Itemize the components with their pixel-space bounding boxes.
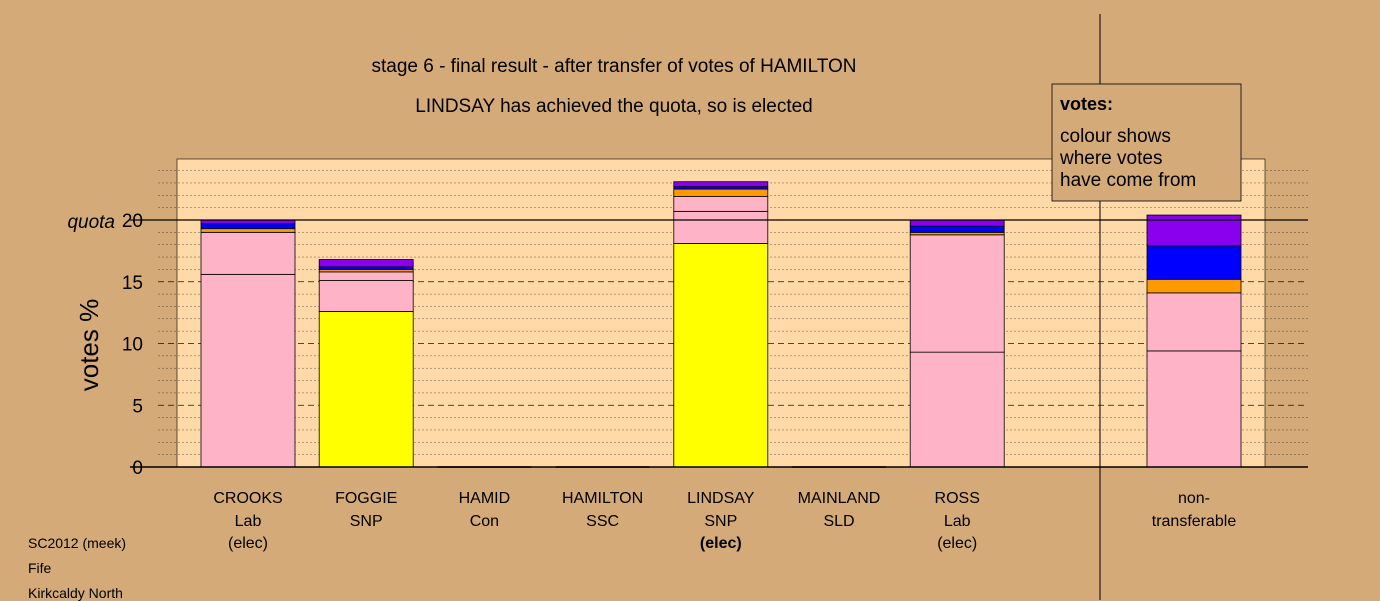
candidate-name-crooks: CROOKS: [213, 490, 282, 507]
candidate-name-lindsay: LINDSAY: [687, 490, 755, 507]
y-tick-label: 5: [132, 396, 143, 417]
bar-ross-segment: [909, 351, 1005, 468]
candidate-party-ross: Lab: [944, 513, 971, 530]
bar-foggie-segment: [318, 259, 414, 268]
candidate-status-crooks: (elec): [228, 535, 268, 552]
bar-crooks-segment: [200, 231, 296, 275]
candidate-name-hamid: HAMID: [459, 490, 511, 507]
candidate-party-crooks: Lab: [235, 513, 262, 530]
candidate-status-lindsay: (elec): [700, 535, 742, 552]
y-tick-label: 0: [132, 458, 143, 479]
y-tick-label: 10: [122, 335, 143, 356]
bars: [200, 181, 1242, 468]
bar-nontransferable-segment: [1146, 245, 1242, 280]
bar-foggie-segment: [318, 310, 414, 468]
nontransferable-label-line: non-: [1178, 490, 1210, 507]
bar-nontransferable-segment: [1146, 292, 1242, 352]
y-tick-label: 20: [122, 211, 143, 232]
bar-foggie-segment: [318, 280, 414, 312]
bar-lindsay-segment: [673, 181, 769, 188]
legend-line-1: colour shows: [1060, 126, 1171, 147]
legend-line-2: where votes: [1059, 148, 1162, 169]
bar-lindsay-segment: [673, 188, 769, 197]
candidate-party-foggie: SNP: [350, 513, 383, 530]
bar-crooks-segment: [200, 223, 296, 230]
bar-ross-segment: [909, 225, 1005, 233]
footer-line-2: Fife: [28, 560, 52, 576]
candidate-name-foggie: FOGGIE: [335, 490, 397, 507]
candidate-party-lindsay: SNP: [704, 513, 737, 530]
bar-lindsay-segment: [673, 196, 769, 212]
quota-label: quota: [67, 212, 115, 233]
y-tick-label: 15: [122, 273, 143, 294]
y-tick-labels: 0 5 10 15 20: [122, 211, 143, 479]
nontransferable-label-line: transferable: [1152, 513, 1237, 530]
bar-ross-segment: [909, 234, 1005, 353]
chart-title: stage 6 - final result - after transfer …: [371, 56, 856, 77]
candidate-status-ross: (elec): [937, 535, 977, 552]
legend: votes: colour shows where votes have com…: [1051, 83, 1242, 202]
candidate-name-ross: ROSS: [935, 490, 980, 507]
candidate-party-hamilton: SSC: [586, 513, 619, 530]
footer-line-1: SC2012 (meek): [28, 535, 127, 551]
legend-title: votes:: [1060, 94, 1113, 114]
candidate-party-hamid: Con: [470, 513, 499, 530]
bar-ross-segment: [909, 219, 1005, 227]
bar-nontransferable-segment: [1146, 278, 1242, 294]
candidate-name-mainland: MAINLAND: [798, 490, 881, 507]
bar-nontransferable-segment: [1146, 350, 1242, 468]
bar-crooks-segment: [200, 228, 296, 233]
legend-line-3: have come from: [1060, 170, 1196, 191]
bar-lindsay-segment: [673, 243, 769, 468]
y-axis-label: votes %: [74, 299, 104, 392]
legend-box: [1051, 83, 1242, 202]
footer-line-3: Kirkcaldy North: [28, 585, 123, 601]
bar-crooks-segment: [200, 273, 296, 468]
x-tick-labels: CROOKS Lab (elec) FOGGIE SNP HAMID Con HAMILTON…: [213, 490, 1236, 552]
candidate-name-hamilton: HAMILTON: [562, 490, 643, 507]
candidate-party-mainland: SLD: [823, 513, 854, 530]
bar-foggie-segment: [318, 271, 414, 281]
bar-lindsay-segment: [673, 210, 769, 244]
chart-subtitle: LINDSAY has achieved the quota, so is el…: [415, 96, 813, 117]
